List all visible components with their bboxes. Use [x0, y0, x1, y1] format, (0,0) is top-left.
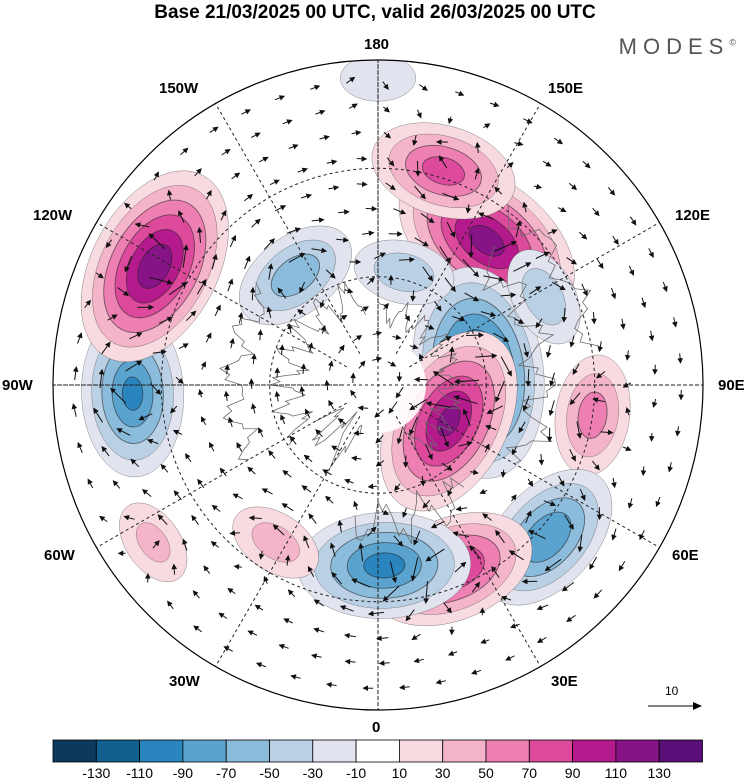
colorbar-tick-label: 50 [478, 765, 494, 781]
colorbar-swatch [398, 739, 444, 763]
colorbar-swatch [485, 739, 530, 763]
colorbar-tick-label: -130 [82, 765, 111, 781]
brand-mark: © [729, 37, 736, 48]
colorbar-swatch [572, 739, 617, 763]
map-title: Base 21/03/2025 00 UTC, valid 26/03/2025… [154, 2, 596, 23]
colorbar-tick-label: 30 [434, 765, 451, 781]
colorbar-swatch [95, 739, 141, 763]
colorbar-swatch [658, 739, 703, 763]
lon-label-120w: 120W [33, 207, 73, 224]
colorbar-tick-label: -110 [126, 765, 154, 781]
anomaly-center-11 [80, 170, 229, 363]
colorbar-tick-label: -10 [345, 765, 367, 781]
coastlines [219, 205, 600, 544]
lon-label-120e: 120E [675, 207, 711, 224]
graticule [53, 60, 703, 710]
anomaly-center-8 [232, 506, 319, 579]
colorbar-swatch [225, 739, 270, 763]
lon-label-180: 180 [364, 36, 390, 53]
lon-label-60w: 60W [44, 547, 75, 564]
colorbar-tick-label: -90 [172, 765, 193, 781]
colorbar-swatch [182, 739, 227, 763]
reference-vector-label: 10 [665, 684, 679, 698]
wind-vectors [71, 76, 684, 692]
colorbar-swatch [355, 739, 400, 763]
colorbar-swatch [52, 739, 97, 763]
colorbar-tick-label: -30 [302, 765, 323, 781]
lon-label-0: 0 [372, 719, 381, 736]
brand-text: MODES [618, 34, 730, 59]
lon-label-150w: 150W [159, 80, 199, 97]
lon-label-30e: 30E [551, 673, 578, 690]
colorbar-swatch [528, 739, 573, 763]
lon-label-90w: 90W [2, 377, 33, 394]
lon-label-30w: 30W [169, 673, 200, 690]
colorbar-swatch [269, 739, 314, 763]
colorbar [52, 739, 703, 763]
colorbar-tick-label: -70 [216, 765, 237, 781]
brand-logo: MODES© [619, 34, 736, 60]
anomaly-shading [80, 60, 631, 627]
colorbar-tick-label: 70 [521, 765, 538, 781]
lon-label-150e: 150E [548, 80, 584, 97]
colorbar-swatch [312, 739, 357, 763]
colorbar-tick-label: 110 [604, 765, 628, 781]
colorbar-tick-label: -50 [259, 765, 280, 781]
reference-vector [648, 702, 702, 710]
colorbar-swatch [139, 739, 184, 763]
anomaly-center-9 [119, 502, 188, 583]
map-boundary [52, 59, 704, 711]
lon-label-90e: 90E [718, 377, 745, 394]
colorbar-swatch [442, 739, 487, 763]
colorbar-tick-label: 10 [391, 765, 408, 781]
colorbar-tick-label: 130 [647, 765, 671, 781]
colorbar-tick-label: 90 [564, 765, 581, 781]
lon-label-60e: 60E [672, 547, 699, 564]
colorbar-swatch [615, 739, 660, 763]
